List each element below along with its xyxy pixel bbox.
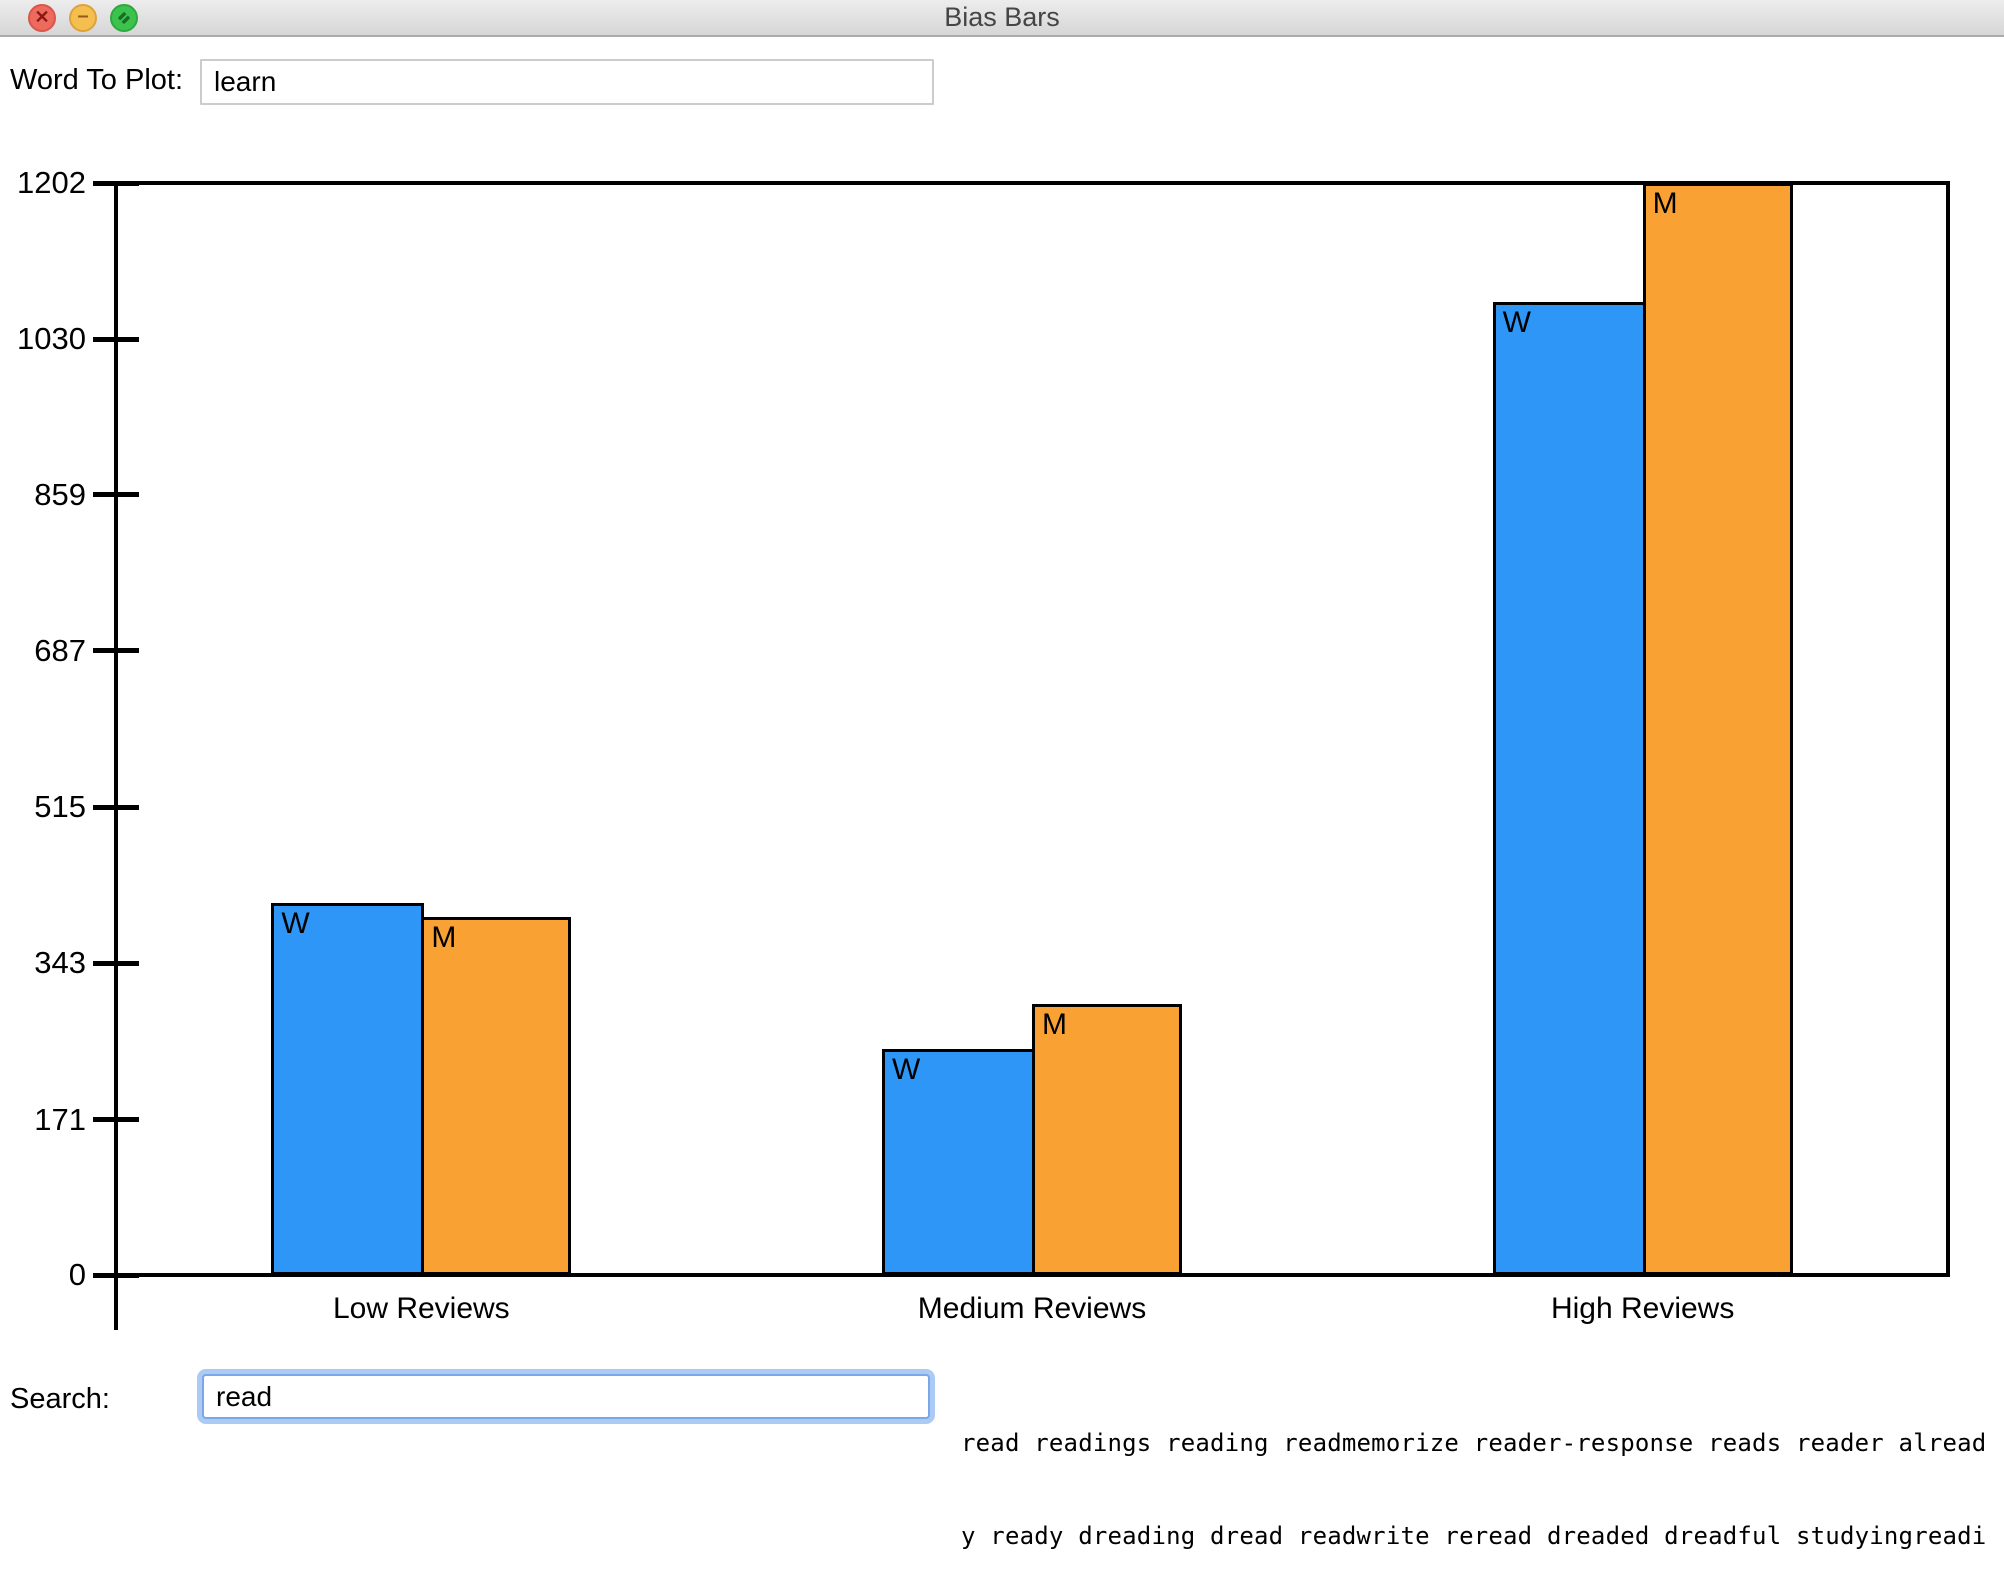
- bar-series-label: W: [892, 1052, 921, 1086]
- close-button[interactable]: ✕: [28, 4, 56, 32]
- close-icon: ✕: [34, 7, 50, 27]
- y-axis-tick: [93, 960, 139, 966]
- bar-series-label: M: [1042, 1008, 1067, 1042]
- y-axis-line: [114, 1277, 118, 1330]
- y-axis-tick: [93, 1117, 139, 1123]
- minimize-icon: –: [77, 5, 89, 27]
- x-axis-category-label: Medium Reviews: [917, 1292, 1147, 1325]
- chart-plot-area: [114, 181, 1950, 1277]
- bar-w-high-reviews: W: [1492, 302, 1646, 1275]
- search-results-text: read readings reading readmemorize reade…: [961, 1366, 2004, 1583]
- word-to-plot-input[interactable]: [200, 59, 934, 105]
- y-axis-tick-label: 1202: [17, 165, 86, 200]
- x-axis-category-label: High Reviews: [1550, 1292, 1735, 1325]
- y-axis-tick: [93, 336, 139, 342]
- bar-series-label: M: [1652, 187, 1678, 220]
- bar-m-high-reviews: M: [1642, 183, 1793, 1275]
- word-to-plot-label: Word To Plot:: [10, 64, 184, 96]
- bar-series-label: M: [431, 921, 457, 955]
- bar-series-label: W: [1502, 306, 1531, 339]
- bias-bars-chart: 0 171 343 515 687 859 1030 1202 W M Low Reviews W M M…: [17, 165, 1950, 1330]
- zoom-button[interactable]: [110, 4, 138, 32]
- y-axis-tick-label: 859: [34, 476, 86, 512]
- y-axis-tick-label: 343: [34, 945, 86, 981]
- y-axis-tick: [93, 492, 139, 498]
- bar-m-medium-reviews: M: [1032, 1004, 1182, 1275]
- y-axis-tick-label: 1030: [17, 321, 86, 357]
- y-axis-tick-label: 687: [34, 632, 86, 668]
- bar-w-medium-reviews: W: [882, 1048, 1035, 1275]
- y-axis-tick: [93, 648, 139, 654]
- fullscreen-icon: [117, 11, 131, 25]
- traffic-lights: ✕ –: [28, 4, 138, 32]
- minimize-button[interactable]: –: [69, 4, 97, 32]
- bar-m-low-reviews: M: [421, 917, 572, 1275]
- bar-w-low-reviews: W: [271, 902, 425, 1275]
- search-input[interactable]: [202, 1374, 930, 1419]
- y-axis-tick: [93, 804, 139, 810]
- window-title: Bias Bars: [944, 2, 1060, 32]
- y-axis-tick-label: 0: [68, 1257, 86, 1292]
- window-titlebar: ✕ – Bias Bars: [0, 0, 2004, 37]
- y-axis-tick: [93, 180, 139, 186]
- y-axis-tick-label: 171: [34, 1101, 86, 1137]
- search-label: Search:: [10, 1383, 110, 1415]
- bar-series-label: W: [281, 906, 310, 940]
- y-axis-tick-label: 515: [34, 789, 86, 825]
- y-axis-tick: [93, 1272, 139, 1278]
- search-results-line: y ready dreading dread readwrite reread …: [961, 1522, 1987, 1550]
- search-results-line: read readings reading readmemorize reade…: [961, 1429, 1987, 1457]
- x-axis-category-label: Low Reviews: [332, 1292, 510, 1325]
